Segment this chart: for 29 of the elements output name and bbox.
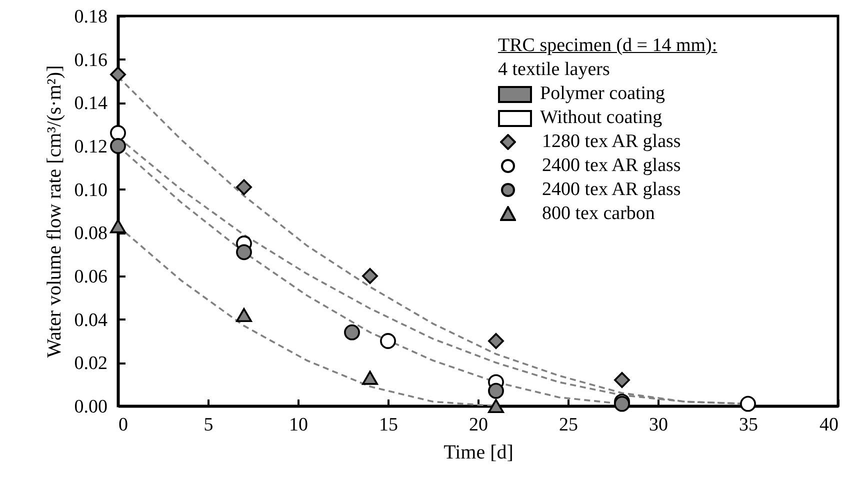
y-tick-label: 0.00	[74, 396, 108, 418]
legend-label: 1280 tex AR glass	[542, 130, 681, 154]
x-tick-label: 10	[289, 414, 308, 436]
y-tick-label: 0.02	[74, 353, 108, 374]
y-tick-label: 0.16	[74, 50, 108, 71]
x-tick-label: 5	[204, 414, 214, 436]
y-tick-label: 0.12	[74, 136, 108, 158]
x-tick-label: 15	[379, 414, 398, 436]
x-tick-label: 0	[118, 414, 128, 436]
y-axis-title: Water volume flow rate [cm³/(s·m²)]	[43, 65, 66, 358]
legend-label: 2400 tex AR glass	[542, 178, 681, 202]
y-tick-label: 0.10	[74, 180, 108, 201]
legend-label: 2400 tex AR glass	[542, 154, 681, 178]
x-tick-label: 40	[820, 414, 838, 436]
annotation: Without coating	[540, 106, 662, 130]
x-tick-label: 25	[559, 414, 578, 436]
x-tick-label: 30	[649, 414, 668, 436]
legend-title: TRC specimen (d = 14 mm):	[498, 34, 718, 58]
y-tick-label: 0.14	[74, 93, 108, 114]
legend-label: 800 tex carbon	[542, 202, 655, 226]
x-tick-label: 20	[469, 414, 488, 436]
annotation: 4 textile layers	[498, 58, 610, 82]
x-axis-title: Time [d]	[444, 442, 514, 464]
y-tick-label: 0.08	[74, 223, 108, 244]
x-tick-label: 35	[739, 414, 758, 436]
y-tick-label: 0.04	[74, 310, 108, 331]
y-tick-label: 0.18	[74, 6, 108, 28]
y-tick-label: 0.06	[74, 266, 108, 288]
annotation: Polymer coating	[540, 82, 666, 106]
